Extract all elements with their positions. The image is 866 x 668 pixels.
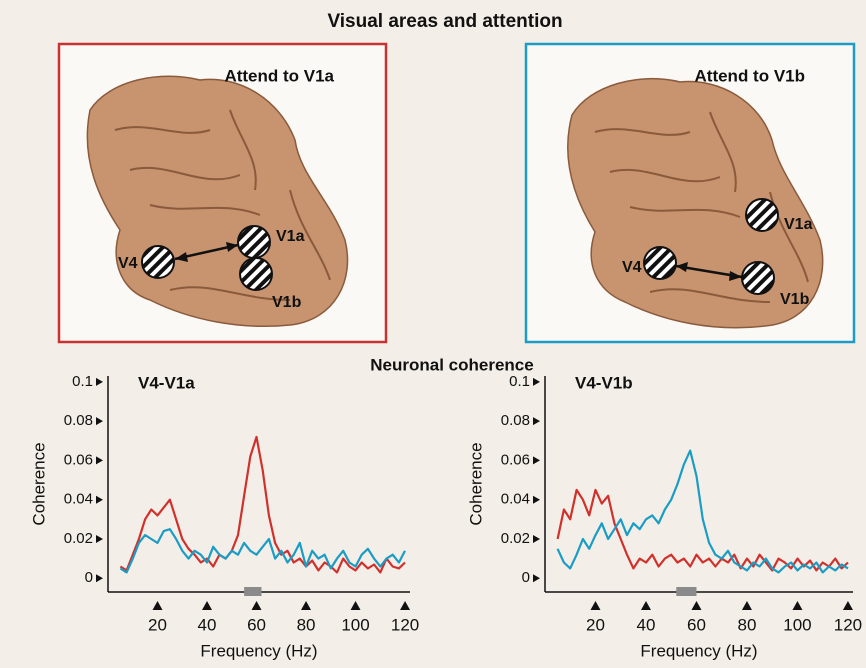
x-tick-label: 40 <box>198 615 217 634</box>
panel-title: Attend to V1b <box>695 66 806 85</box>
y-axis-label: Coherence <box>29 442 48 525</box>
figure: Visual areas and attention Attend to V1a… <box>0 0 866 668</box>
x-axis-label: Frequency (Hz) <box>200 641 317 660</box>
receptive-field <box>142 246 174 278</box>
x-tick-label: 100 <box>341 615 369 634</box>
y-tick-label: 0.06 <box>64 451 93 468</box>
receptive-field <box>746 199 778 231</box>
area-label: V4 <box>118 255 138 272</box>
area-label: V1a <box>276 228 305 245</box>
y-tick-label: 0 <box>522 569 530 586</box>
y-tick-label: 0.1 <box>509 373 530 390</box>
area-label: V1b <box>780 291 810 308</box>
x-tick-label: 100 <box>783 615 811 634</box>
receptive-field <box>238 226 270 258</box>
y-tick-label: 0.02 <box>64 530 93 547</box>
receptive-field <box>240 258 272 290</box>
x-tick-label: 60 <box>687 615 706 634</box>
x-tick-label: 20 <box>586 615 605 634</box>
y-tick-label: 0.1 <box>72 373 93 390</box>
receptive-field <box>742 262 774 294</box>
x-tick-label: 120 <box>391 615 419 634</box>
y-axis-label: Coherence <box>466 442 485 525</box>
y-tick-label: 0.02 <box>501 530 530 547</box>
area-label: V1b <box>272 294 302 311</box>
y-tick-label: 0.04 <box>64 491 93 508</box>
area-label: V4 <box>622 259 642 276</box>
y-tick-label: 0.04 <box>501 491 530 508</box>
highlight-band <box>676 587 696 596</box>
panel-title: Attend to V1a <box>224 66 334 85</box>
y-tick-label: 0 <box>85 569 93 586</box>
y-tick-label: 0.08 <box>64 412 93 429</box>
chart-title: V4-V1b <box>575 373 633 392</box>
panel-left: Attend to V1a V4 V1a V1b <box>59 44 386 342</box>
x-axis-label: Frequency (Hz) <box>640 641 757 660</box>
chart-title: V4-V1a <box>138 373 195 392</box>
section-title: Neuronal coherence <box>370 355 533 374</box>
panel-right: Attend to V1b V4 V1a V1b <box>526 44 854 342</box>
page: Visual areas and attention Attend to V1a… <box>0 0 866 668</box>
x-tick-label: 40 <box>637 615 656 634</box>
y-tick-label: 0.06 <box>501 451 530 468</box>
highlight-band <box>244 587 261 596</box>
x-tick-label: 60 <box>247 615 266 634</box>
receptive-field <box>644 247 676 279</box>
x-tick-label: 80 <box>297 615 316 634</box>
x-tick-label: 80 <box>738 615 757 634</box>
x-tick-label: 20 <box>148 615 167 634</box>
x-tick-label: 120 <box>834 615 862 634</box>
y-tick-label: 0.08 <box>501 412 530 429</box>
figure-title: Visual areas and attention <box>327 11 562 32</box>
area-label: V1a <box>784 216 813 233</box>
